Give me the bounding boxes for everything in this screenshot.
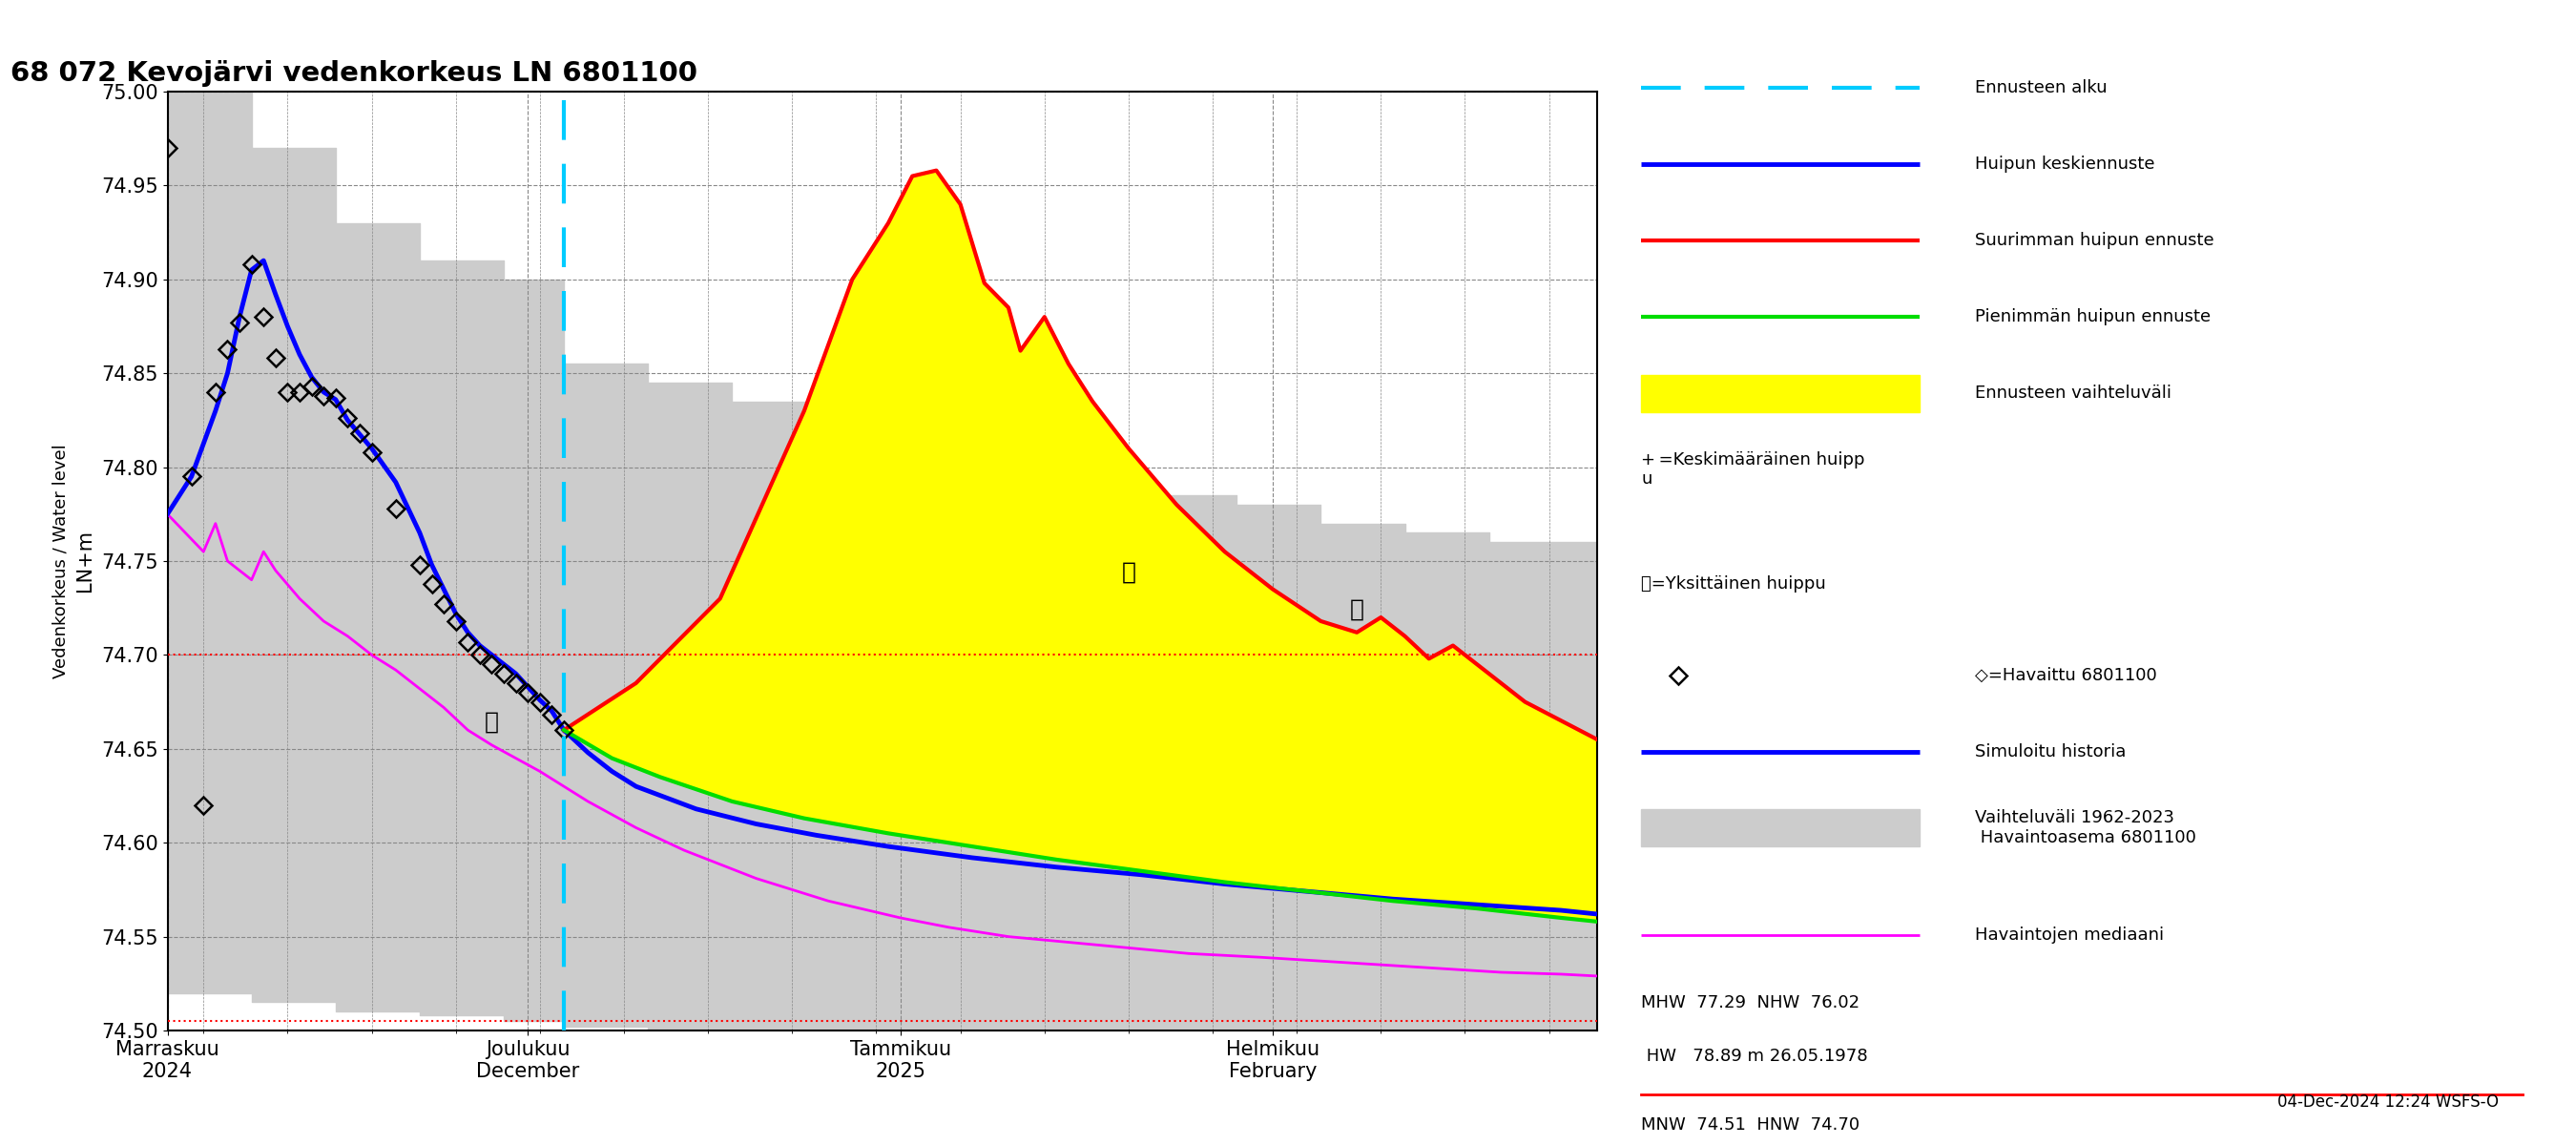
Text: Ennusteen alku: Ennusteen alku xyxy=(1976,80,2107,97)
Text: Vaihteluväli 1962-2023
 Havaintoasema 6801100: Vaihteluväli 1962-2023 Havaintoasema 680… xyxy=(1976,810,2197,846)
FancyBboxPatch shape xyxy=(1641,810,1919,846)
Text: ⌢: ⌢ xyxy=(484,711,500,734)
Text: Havaintojen mediaani: Havaintojen mediaani xyxy=(1976,926,2164,943)
Text: ◇=Havaittu 6801100: ◇=Havaittu 6801100 xyxy=(1976,666,2156,684)
Text: MHW  77.29  NHW  76.02: MHW 77.29 NHW 76.02 xyxy=(1641,995,1860,1012)
Text: ⌢=Yksittäinen huippu: ⌢=Yksittäinen huippu xyxy=(1641,575,1826,592)
Text: ⌢: ⌢ xyxy=(1121,561,1136,584)
Text: + =Keskimääräinen huipp
u: + =Keskimääräinen huipp u xyxy=(1641,451,1865,488)
Text: Vedenkorkeus / Water level: Vedenkorkeus / Water level xyxy=(52,444,70,678)
FancyBboxPatch shape xyxy=(1641,374,1919,412)
Text: Ennusteen vaihteluväli: Ennusteen vaihteluväli xyxy=(1976,385,2172,402)
Y-axis label: LN+m: LN+m xyxy=(75,530,95,592)
Text: Suurimman huipun ennuste: Suurimman huipun ennuste xyxy=(1976,232,2215,250)
Text: Pienimmän huipun ennuste: Pienimmän huipun ennuste xyxy=(1976,308,2210,325)
Text: MNW  74.51  HNW  74.70: MNW 74.51 HNW 74.70 xyxy=(1641,1116,1860,1134)
Text: HW   78.89 m 26.05.1978: HW 78.89 m 26.05.1978 xyxy=(1641,1048,1868,1065)
Text: ⌢: ⌢ xyxy=(1350,598,1365,621)
Text: Huipun keskiennuste: Huipun keskiennuste xyxy=(1976,156,2156,173)
Text: Simuloitu historia: Simuloitu historia xyxy=(1976,743,2125,760)
Text: 68 072 Kevojärvi vedenkorkeus LN 6801100: 68 072 Kevojärvi vedenkorkeus LN 6801100 xyxy=(10,60,698,87)
Text: 04-Dec-2024 12:24 WSFS-O: 04-Dec-2024 12:24 WSFS-O xyxy=(2277,1093,2499,1111)
